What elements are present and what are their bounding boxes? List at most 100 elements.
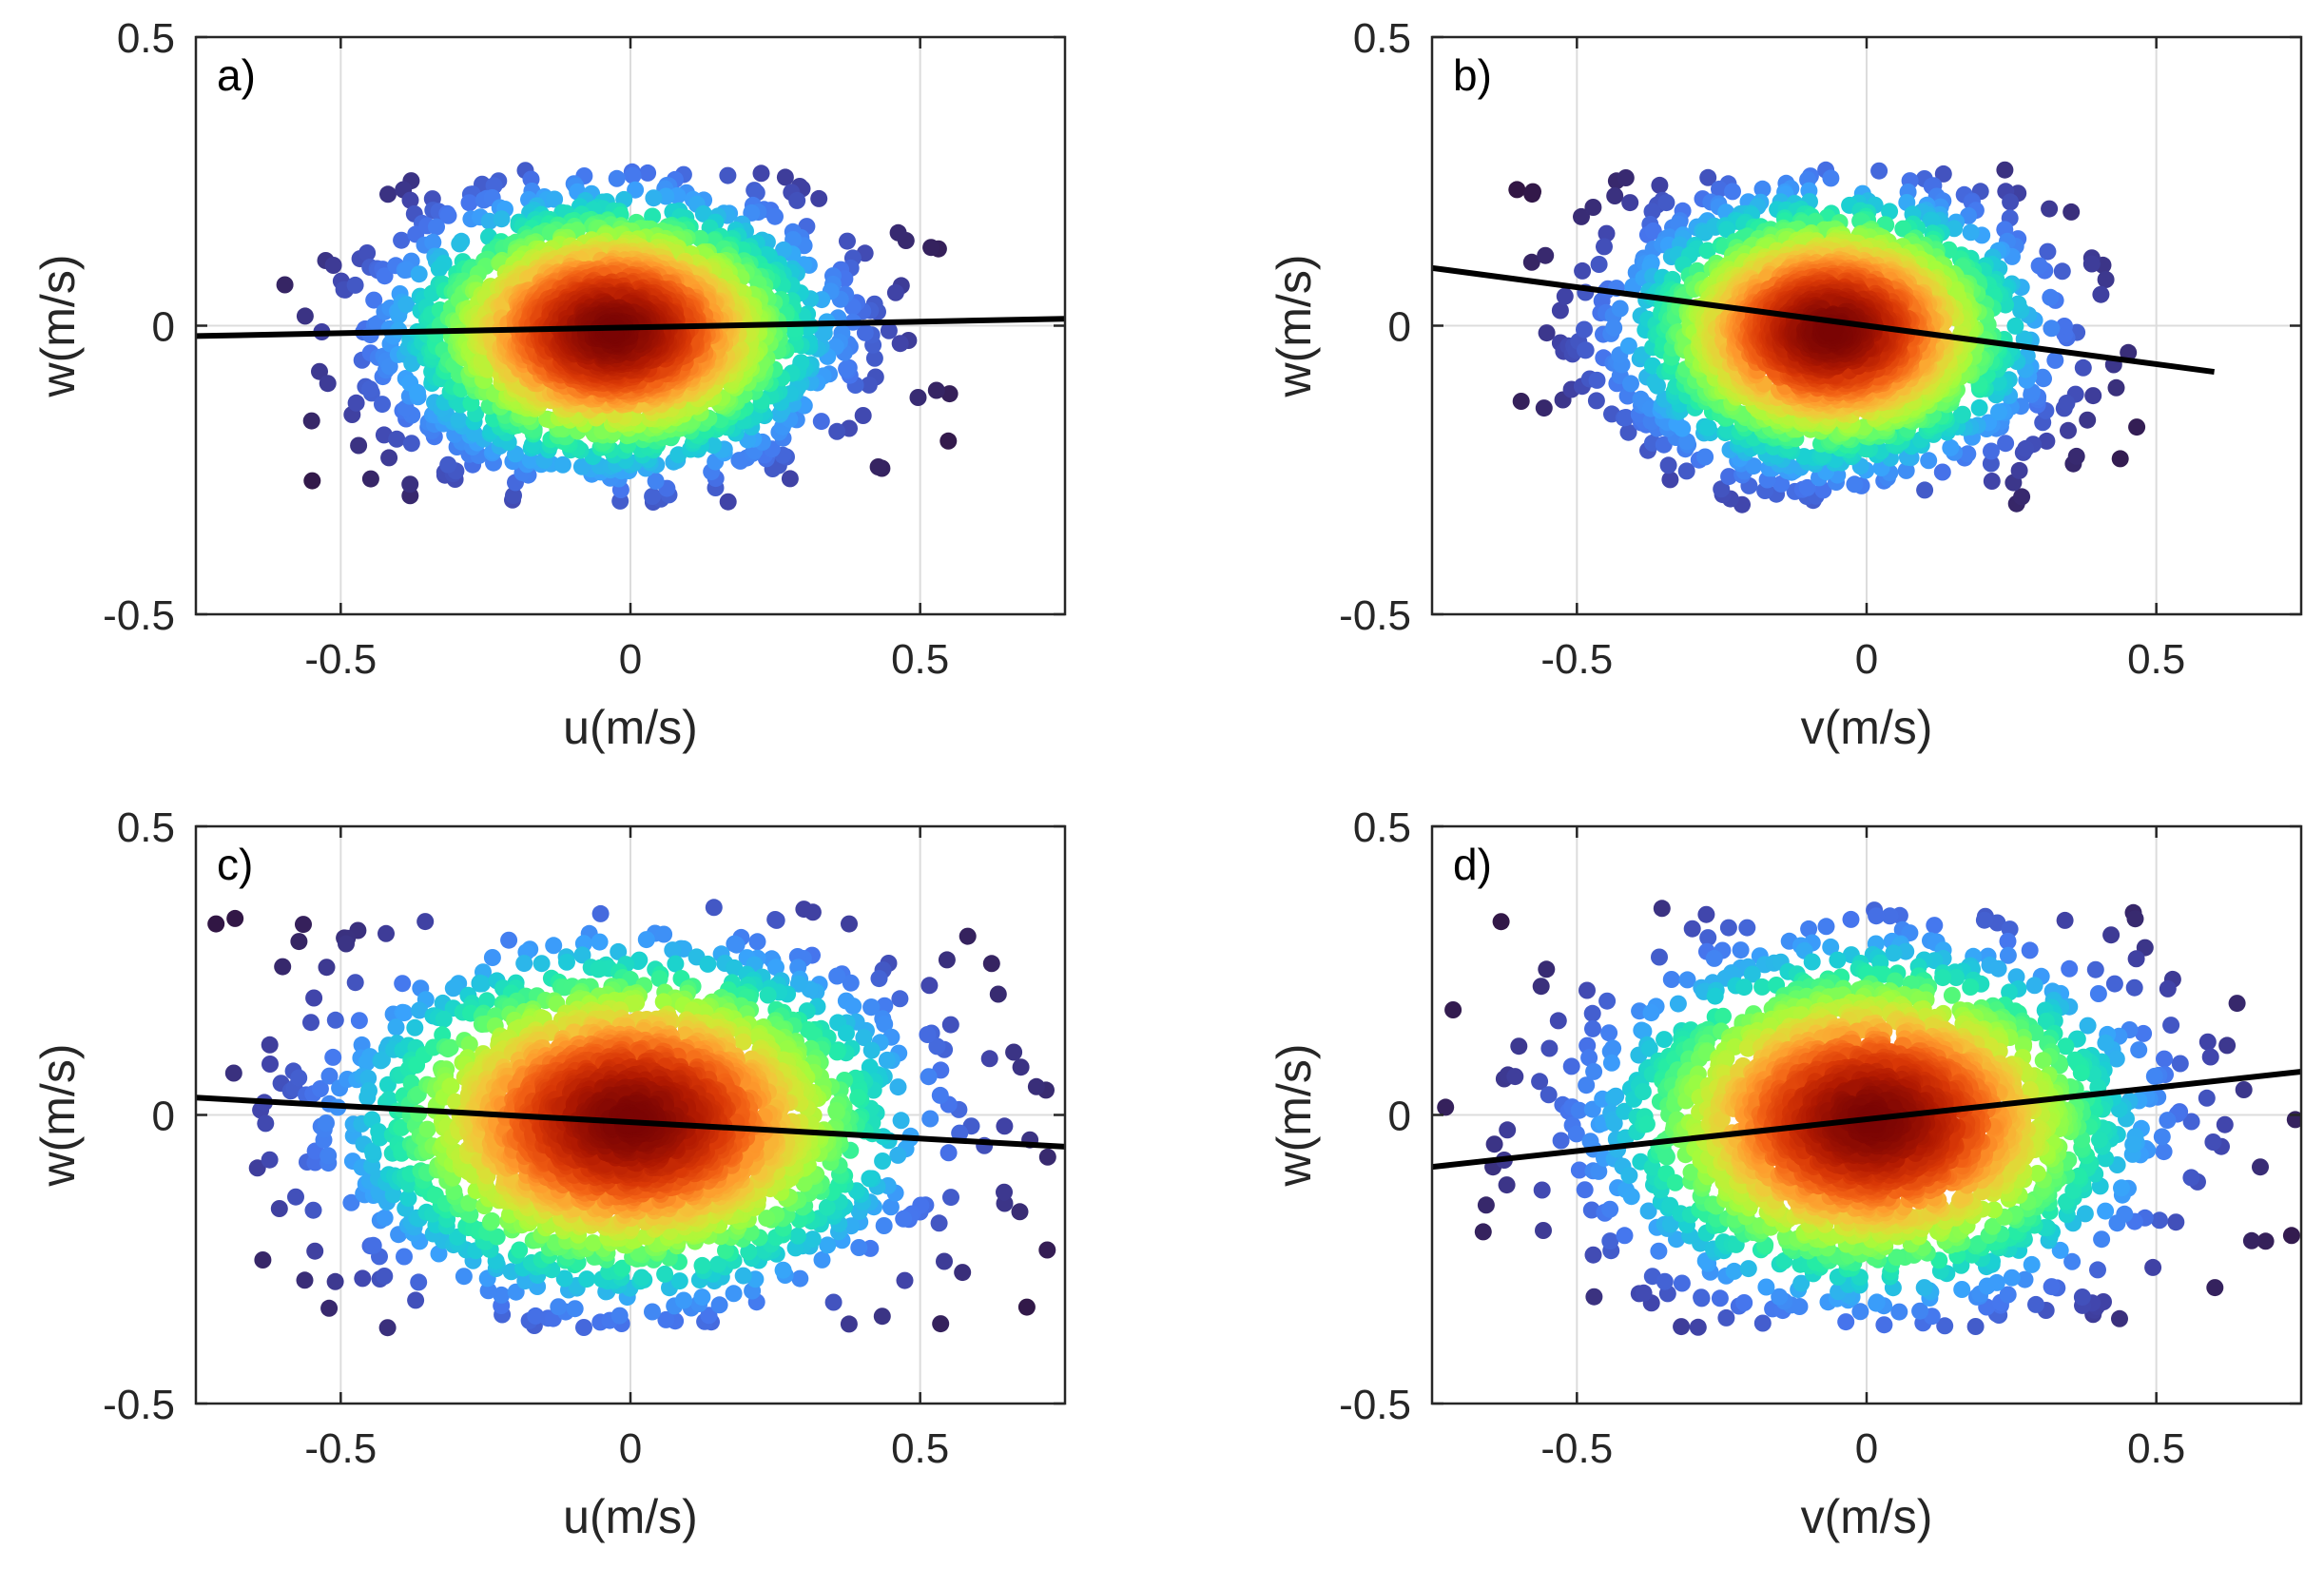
scatter-point xyxy=(374,396,391,414)
scatter-point xyxy=(1649,377,1666,395)
scatter-point xyxy=(1916,481,1934,499)
x-tick-label: -0.5 xyxy=(304,636,377,683)
scatter-point xyxy=(303,472,321,490)
scatter-point xyxy=(705,436,722,455)
scatter-point xyxy=(719,493,737,511)
scatter-point xyxy=(505,487,522,505)
scatter-point xyxy=(1587,392,1605,410)
scatter-point xyxy=(2056,318,2073,335)
scatter-point xyxy=(388,430,406,448)
scatter-point xyxy=(1621,194,1639,212)
scatter-point xyxy=(752,165,770,183)
scatter-point xyxy=(2128,418,2146,436)
scatter-point xyxy=(691,229,709,247)
scatter-point xyxy=(424,233,442,251)
scatter-point xyxy=(694,204,712,223)
scatter-point xyxy=(1678,433,1695,451)
scatter-point xyxy=(1897,461,1915,479)
scatter-point xyxy=(1952,406,1970,424)
scatter-point xyxy=(1846,475,1864,494)
scatter-point xyxy=(860,376,878,394)
scatter-point xyxy=(358,244,377,262)
scatter-point xyxy=(1934,165,1952,183)
scatter-point xyxy=(2030,257,2048,275)
scatter-point xyxy=(1942,438,1960,456)
y-tick-label: 0 xyxy=(152,304,175,351)
scatter-point xyxy=(1590,256,1608,273)
scatter-point xyxy=(1643,203,1661,221)
scatter-point xyxy=(1556,287,1574,305)
scatter-point xyxy=(889,223,907,242)
scatter-point xyxy=(430,260,448,278)
scatter-point xyxy=(2097,271,2115,288)
scatter-point xyxy=(1588,371,1606,389)
scatter-point xyxy=(839,232,856,250)
scatter-point xyxy=(1535,399,1553,417)
scatter-point xyxy=(2009,295,2027,313)
scatter-point xyxy=(812,413,830,431)
scatter-point xyxy=(1619,337,1637,355)
scatter-point xyxy=(1619,423,1637,441)
scatter-point xyxy=(361,470,379,488)
scatter-point xyxy=(1970,398,1988,416)
scatter-point xyxy=(2017,439,2035,457)
scatter-point xyxy=(2043,320,2061,338)
scatter-point xyxy=(880,321,898,339)
x-tick-label: 0.5 xyxy=(891,636,949,683)
scatter-point xyxy=(553,455,571,474)
scatter-point xyxy=(376,267,394,285)
scatter-point xyxy=(410,265,428,283)
scatter-point xyxy=(2107,378,2125,397)
scatter-point xyxy=(380,358,398,376)
scatter-point xyxy=(1596,238,1613,256)
scatter-point xyxy=(1933,463,1951,481)
scatter-point xyxy=(1537,246,1555,264)
scatter-point xyxy=(493,210,511,228)
scatter-point xyxy=(927,381,945,399)
scatter-point xyxy=(324,257,342,274)
y-axis-label: w(m/s) xyxy=(31,255,85,398)
scatter-point xyxy=(2074,358,2092,377)
scatter-point xyxy=(1651,176,1669,194)
scatter-point xyxy=(730,452,748,470)
scatter-point xyxy=(940,385,959,403)
y-tick-label: -0.5 xyxy=(103,592,175,639)
scatter-point xyxy=(2038,432,2056,450)
scatter-point xyxy=(1508,181,1526,199)
scatter-point xyxy=(1772,475,1791,493)
scatter-point xyxy=(439,206,457,224)
scatter-point xyxy=(428,218,445,236)
panel-a: -0.5 0 0.5-0.500.5u(m/s)w(m/s)a) xyxy=(31,15,1067,754)
scatter-point xyxy=(828,422,846,440)
x-axis-label: u(m/s) xyxy=(563,701,698,754)
scatter-point xyxy=(1611,300,1629,318)
scatter-point xyxy=(2082,255,2101,273)
scatter-point xyxy=(1717,221,1735,239)
scatter-point xyxy=(644,488,662,505)
scatter-point xyxy=(393,231,411,249)
scatter-point xyxy=(1720,468,1738,486)
scatter-point xyxy=(1606,187,1624,204)
scatter-point xyxy=(843,298,862,316)
scatter-point xyxy=(891,335,909,353)
scatter-point xyxy=(1724,183,1741,201)
scatter-point xyxy=(1699,418,1717,436)
scatter-point xyxy=(572,457,591,475)
scatter-points xyxy=(276,162,959,511)
scatter-point xyxy=(624,166,642,184)
scatter-point xyxy=(1962,223,1980,242)
scatter-point xyxy=(608,169,626,187)
scatter-point xyxy=(1617,409,1635,426)
scatter-point xyxy=(1753,180,1772,198)
scatter-point xyxy=(1696,448,1714,466)
scatter-point xyxy=(2067,447,2085,465)
scatter-point xyxy=(810,189,828,207)
scatter-point xyxy=(909,389,927,406)
scatter-point xyxy=(869,458,887,475)
scatter-point xyxy=(1959,445,1977,463)
scatter-point xyxy=(1677,462,1695,480)
scatter-point xyxy=(319,375,337,393)
scatter-point xyxy=(854,407,872,424)
scatter-point xyxy=(402,435,420,453)
